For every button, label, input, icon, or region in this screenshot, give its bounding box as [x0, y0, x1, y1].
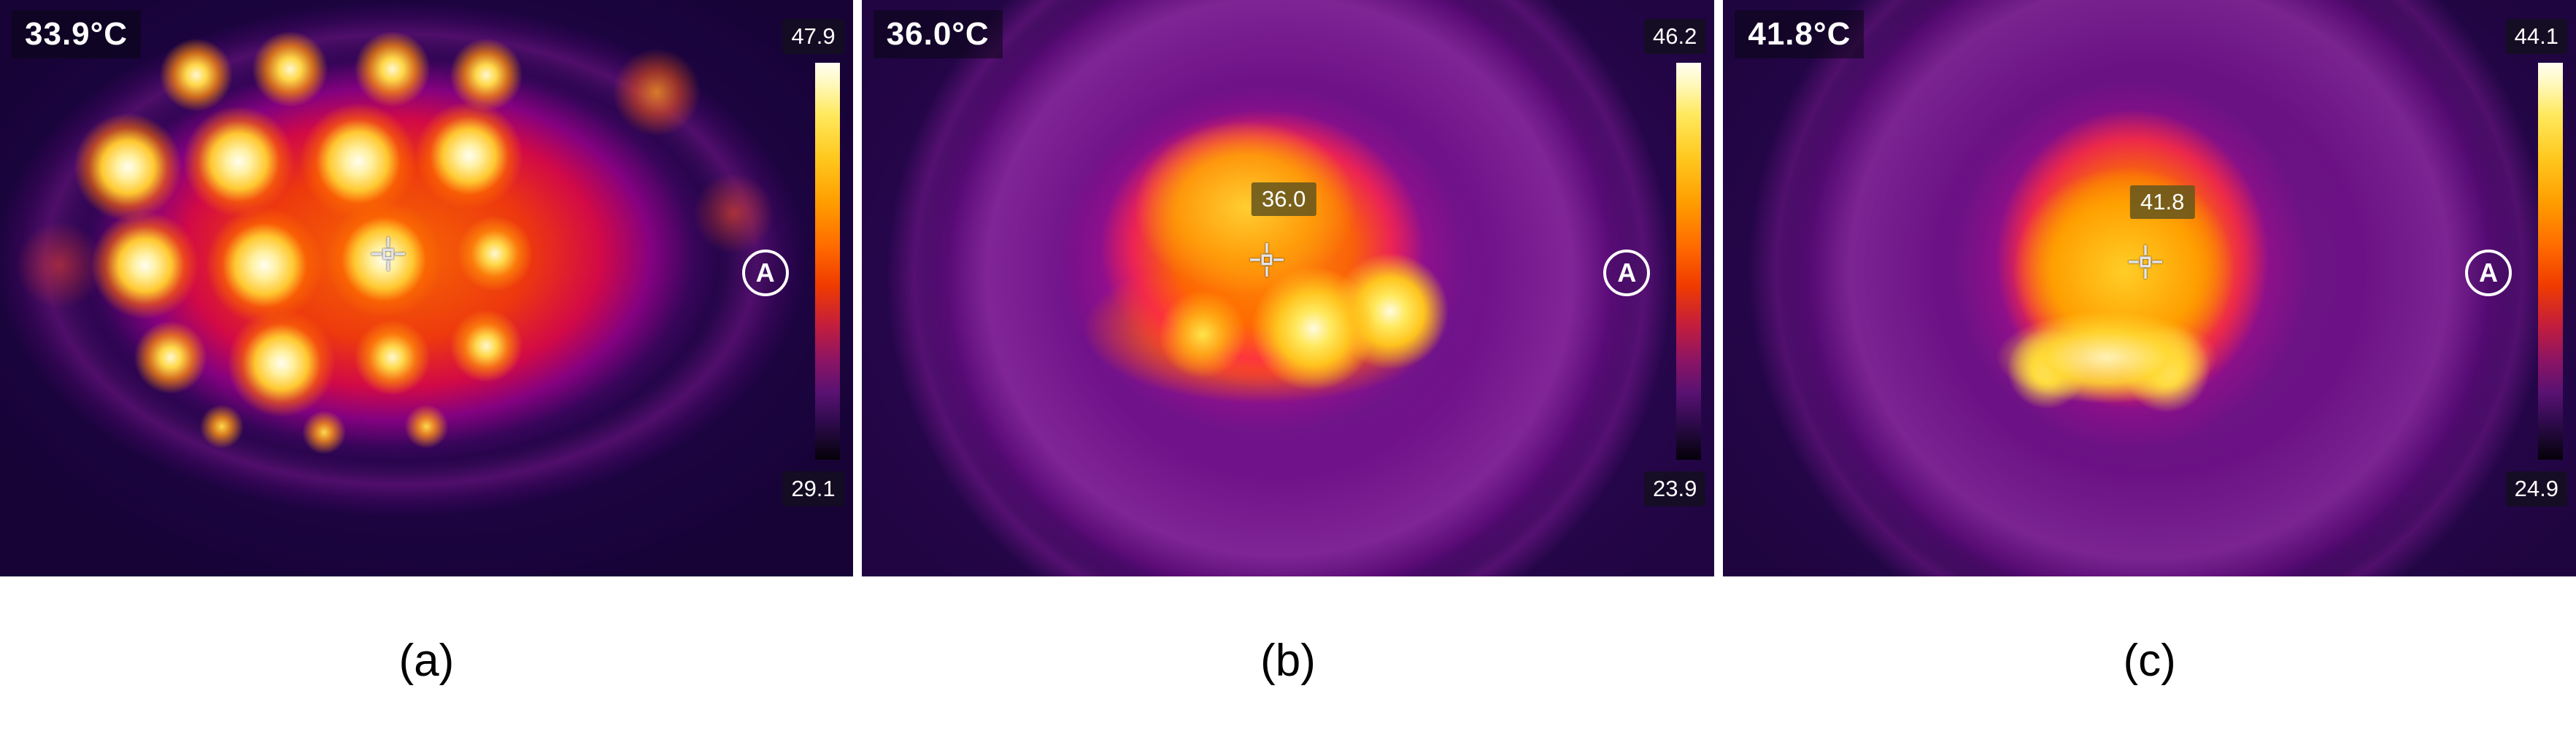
panel-caption: (b)	[861, 576, 1715, 745]
scale-min-label: 29.1	[782, 471, 844, 506]
auto-mode-icon: A	[741, 250, 789, 296]
temperature-reading: 33.9°C	[12, 10, 142, 58]
scale-min-label: 24.9	[2505, 471, 2568, 506]
thermal-image-panel-c: 41.8°C 41.8 A 44.1 24.9	[1723, 0, 2576, 576]
spot-temperature-label: 36.0	[1251, 182, 1316, 217]
thermal-image-panel-a: 33.9°C A 47.9 29.1	[0, 0, 853, 576]
auto-mode-letter: A	[755, 258, 775, 287]
temperature-reading: 36.0°C	[873, 10, 1003, 58]
panel-caption: (a)	[0, 576, 853, 745]
color-scale-bar	[1676, 63, 1702, 460]
panel-caption: (c)	[1723, 576, 2576, 745]
auto-mode-letter: A	[1617, 258, 1637, 287]
temperature-reading: 41.8°C	[1735, 10, 1864, 58]
color-scale-bar	[814, 63, 840, 460]
crosshair-icon	[1249, 242, 1284, 277]
thermal-image-panel-b: 36.0°C 36.0 A 46.2 23.9	[861, 0, 1715, 576]
auto-mode-letter: A	[2479, 258, 2499, 287]
auto-mode-icon: A	[1603, 250, 1651, 296]
scale-max-label: 44.1	[2505, 19, 2568, 54]
figure-column-b: 36.0°C 36.0 A 46.2 23.9 (b)	[861, 0, 1715, 745]
scale-max-label: 47.9	[782, 19, 844, 54]
spot-temperature-label: 41.8	[2130, 185, 2195, 220]
crosshair-icon	[371, 236, 405, 271]
auto-mode-icon: A	[2465, 250, 2513, 296]
scale-min-label: 23.9	[1644, 471, 1706, 506]
figure-column-a: 33.9°C A 47.9 29.1 (a)	[0, 0, 853, 745]
color-scale-bar	[2538, 63, 2564, 460]
scale-max-label: 46.2	[1644, 19, 1706, 54]
crosshair-icon	[2128, 245, 2162, 279]
figure-column-c: 41.8°C 41.8 A 44.1 24.9 (c)	[1723, 0, 2576, 745]
